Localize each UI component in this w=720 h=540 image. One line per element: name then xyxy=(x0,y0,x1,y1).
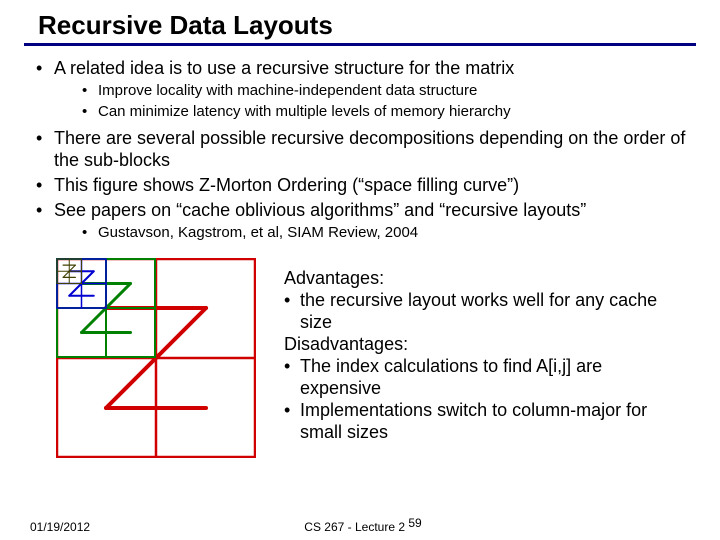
adv-heading: Advantages: xyxy=(284,268,686,290)
footer-date: 01/19/2012 xyxy=(30,520,90,534)
disadv-item: Implementations switch to column-major f… xyxy=(284,400,686,444)
footer-page-number: 59 xyxy=(408,516,421,530)
sub-bullet-item: Can minimize latency with multiple level… xyxy=(82,103,686,122)
sub-bullet-item: Gustavson, Kagstrom, et al, SIAM Review,… xyxy=(82,224,686,243)
disadv-heading: Disadvantages: xyxy=(284,334,686,356)
bullet-item: See papers on “cache oblivious algorithm… xyxy=(34,200,686,247)
page-title: Recursive Data Layouts xyxy=(38,10,696,41)
footer-text: CS 267 - Lecture 2 xyxy=(304,520,405,534)
disadv-item: The index calculations to find A[i,j] ar… xyxy=(284,356,686,400)
title-underline xyxy=(24,43,696,46)
bullet-item: A related idea is to use a recursive str… xyxy=(34,58,686,125)
advantages-block: Advantages: the recursive layout works w… xyxy=(284,258,686,463)
footer-lecture: CS 267 - Lecture 2 59 xyxy=(304,520,415,534)
bullet-text: A related idea is to use a recursive str… xyxy=(54,58,514,78)
main-bullets: A related idea is to use a recursive str… xyxy=(0,58,720,247)
sub-bullet-item: Improve locality with machine-independen… xyxy=(82,82,686,101)
z-morton-figure xyxy=(56,258,256,463)
adv-item: the recursive layout works well for any … xyxy=(284,290,686,334)
bullet-text: See papers on “cache oblivious algorithm… xyxy=(54,200,586,220)
bullet-item: There are several possible recursive dec… xyxy=(34,128,686,172)
bullet-item: This figure shows Z-Morton Ordering (“sp… xyxy=(34,175,686,197)
